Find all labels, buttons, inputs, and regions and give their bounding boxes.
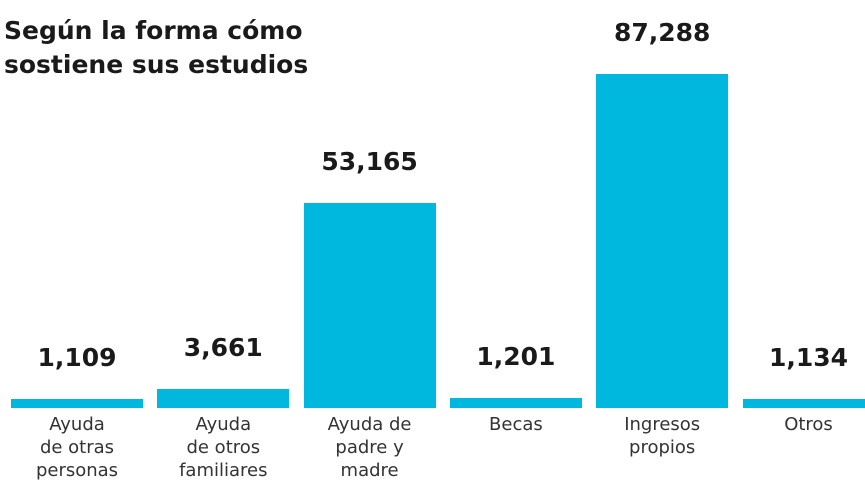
bar xyxy=(449,398,582,408)
x-tick-label: Ingresos propios xyxy=(624,414,701,458)
value-label: 87,288 xyxy=(613,18,711,47)
x-tick-label: Ayuda de otras personas xyxy=(35,414,119,481)
value-label: 3,661 xyxy=(183,333,263,363)
bar xyxy=(11,398,143,408)
bar xyxy=(303,202,436,408)
x-tick-label: Otros xyxy=(784,414,833,435)
bar xyxy=(742,398,865,408)
value-label: 1,201 xyxy=(476,342,556,372)
x-tick-label: Ayuda de padre y madre xyxy=(327,414,412,481)
value-label: 1,109 xyxy=(37,342,117,372)
x-tick-label: Ayuda de otros familiares xyxy=(179,414,268,481)
value-label: 1,134 xyxy=(768,342,849,372)
chart-title: Según la forma cómo sostiene sus estudio… xyxy=(4,16,309,79)
bar xyxy=(157,389,290,408)
bar xyxy=(596,74,729,408)
x-tick-label: Becas xyxy=(489,414,543,435)
value-label: 53,165 xyxy=(321,146,418,176)
